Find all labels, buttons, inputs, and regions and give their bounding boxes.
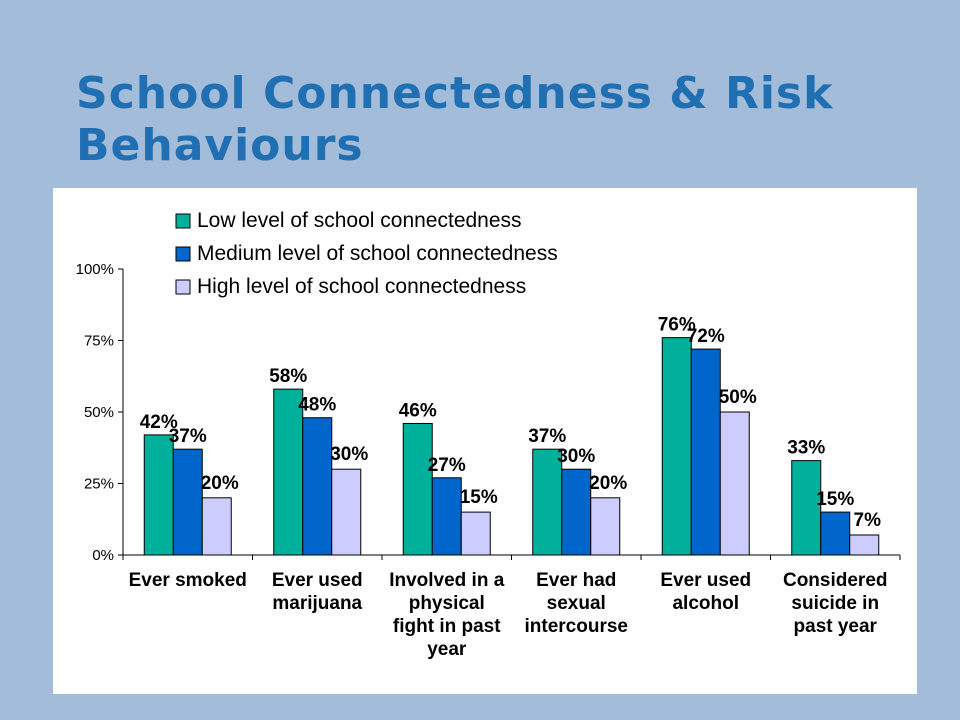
data-label-s3-c5: 50% — [719, 387, 757, 408]
data-label-s1-c2: 58% — [269, 366, 307, 387]
bar-s1-c4 — [532, 448, 563, 556]
category-label-5: Ever used — [660, 570, 751, 591]
y-tick-label: 25% — [84, 476, 114, 493]
y-tick-label: 50% — [84, 404, 114, 421]
data-label-s2-c6: 15% — [816, 489, 854, 510]
chart-legend: Low level of school connectedness Medium … — [175, 209, 558, 298]
bar-s2-c5 — [690, 348, 721, 556]
data-label-s3-c3: 15% — [460, 487, 498, 508]
chart-data-labels: 42%37%20%58%48%30%46%27%15%37%30%20%76%7… — [140, 315, 881, 531]
y-tick-label: 75% — [84, 333, 114, 350]
y-tick-label: 100% — [76, 261, 114, 278]
data-label-s3-c4: 20% — [589, 473, 627, 494]
legend-label-1: Low level of school connectedness — [197, 209, 522, 232]
category-label-6: suicide in — [791, 593, 879, 614]
data-label-s2-c4: 30% — [557, 446, 595, 467]
data-label-s3-c2: 30% — [330, 444, 368, 465]
category-label-1: Ever smoked — [129, 570, 247, 591]
data-label-s2-c5: 72% — [687, 326, 725, 347]
bar-s2-c2 — [302, 417, 333, 556]
category-label-3: fight in past — [393, 616, 501, 637]
data-label-s3-c1: 20% — [201, 473, 239, 494]
chart-panel: Low level of school connectedness Medium … — [53, 188, 917, 694]
data-label-s1-c3: 46% — [399, 400, 437, 421]
bar-s2-c4 — [561, 468, 592, 556]
bar-s2-c3 — [431, 477, 462, 556]
category-label-5: alcohol — [672, 593, 739, 614]
bar-s3-c2 — [331, 468, 362, 556]
category-label-6: past year — [794, 616, 878, 637]
legend-swatch-2 — [175, 246, 191, 262]
category-label-3: year — [427, 639, 467, 660]
category-label-2: marijuana — [272, 593, 362, 614]
data-label-s2-c2: 48% — [298, 395, 336, 416]
data-label-s1-c6: 33% — [787, 438, 825, 459]
data-label-s1-c1: 42% — [140, 412, 178, 433]
bar-s3-c1 — [201, 497, 232, 556]
bar-s3-c5 — [719, 411, 750, 556]
category-label-4: intercourse — [525, 616, 628, 637]
category-label-3: physical — [409, 593, 485, 614]
bar-s1-c2 — [273, 388, 304, 556]
bar-s3-c4 — [590, 497, 621, 556]
legend-label-3: High level of school connectedness — [197, 275, 526, 298]
bar-s2-c1 — [172, 448, 203, 556]
category-label-6: Considered — [783, 570, 888, 591]
category-label-4: sexual — [547, 593, 606, 614]
bar-s3-c3 — [460, 511, 491, 556]
legend-swatch-3 — [175, 279, 191, 295]
y-tick-label: 0% — [92, 547, 114, 564]
data-label-s2-c1: 37% — [169, 426, 207, 447]
legend-swatch-1 — [175, 213, 191, 229]
bar-s1-c3 — [402, 422, 433, 556]
chart-bars — [122, 337, 901, 560]
category-label-2: Ever used — [272, 570, 363, 591]
data-label-s2-c3: 27% — [428, 455, 466, 476]
category-label-3: Involved in a — [389, 570, 505, 591]
slide-title: School Connectedness & Risk Behaviours — [76, 68, 834, 171]
data-label-s3-c6: 7% — [854, 510, 882, 531]
data-label-s1-c4: 37% — [528, 426, 566, 447]
bar-s1-c1 — [143, 434, 174, 556]
category-label-4: Ever had — [536, 570, 616, 591]
bar-s3-c6 — [849, 534, 880, 556]
bar-chart: Low level of school connectedness Medium … — [76, 209, 901, 660]
bar-s2-c6 — [820, 511, 851, 556]
bar-s1-c6 — [791, 460, 822, 556]
legend-label-2: Medium level of school connectedness — [197, 242, 558, 265]
bar-s1-c5 — [661, 337, 692, 556]
data-label-s1-c5: 76% — [658, 315, 696, 336]
